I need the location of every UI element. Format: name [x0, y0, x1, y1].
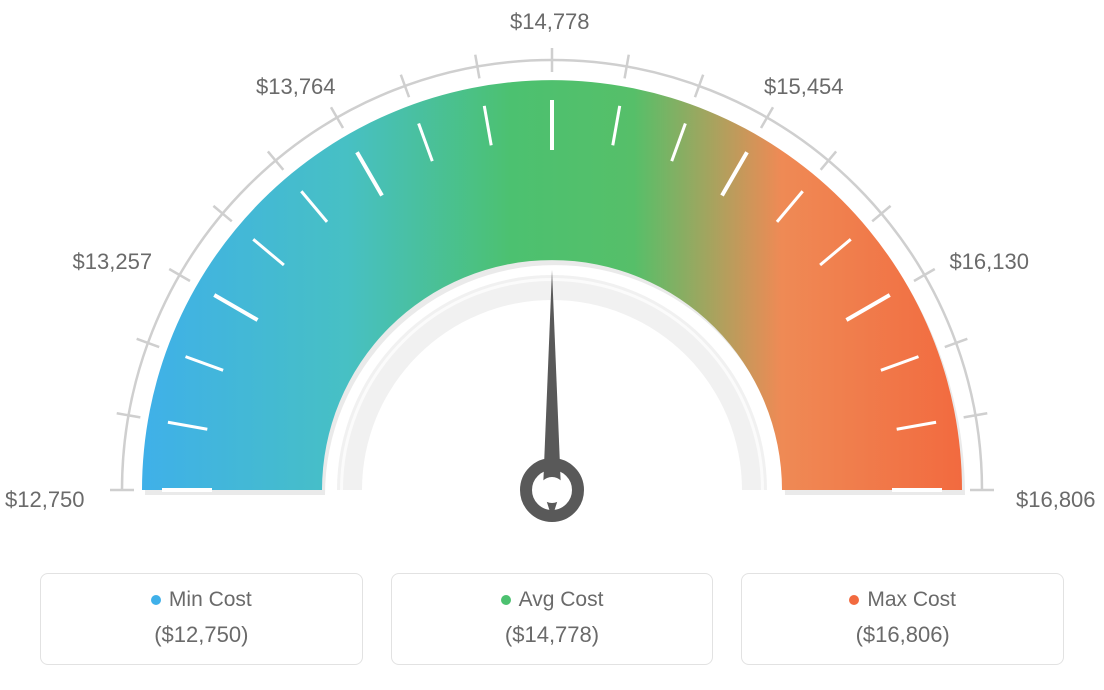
gauge-tick-label: $16,130 [949, 249, 1029, 275]
gauge-tick-label: $15,454 [764, 74, 844, 100]
gauge-tick-label: $13,764 [256, 74, 336, 100]
legend-row: Min Cost ($12,750) Avg Cost ($14,778) Ma… [40, 573, 1064, 665]
legend-value-avg: ($14,778) [402, 622, 703, 648]
legend-top-min: Min Cost [151, 588, 252, 612]
legend-card-min: Min Cost ($12,750) [40, 573, 363, 665]
gauge-tick-label: $14,778 [510, 9, 590, 35]
dot-avg [501, 595, 511, 605]
legend-label-max: Max Cost [867, 588, 956, 612]
dot-max [849, 595, 859, 605]
legend-label-avg: Avg Cost [519, 588, 604, 612]
legend-label-min: Min Cost [169, 588, 252, 612]
legend-card-avg: Avg Cost ($14,778) [391, 573, 714, 665]
legend-top-max: Max Cost [849, 588, 956, 612]
legend-value-min: ($12,750) [51, 622, 352, 648]
legend-value-max: ($16,806) [752, 622, 1053, 648]
legend-card-max: Max Cost ($16,806) [741, 573, 1064, 665]
dot-min [151, 595, 161, 605]
gauge-svg [0, 0, 1104, 560]
gauge-tick-label: $12,750 [5, 487, 85, 513]
gauge-tick-label: $16,806 [1016, 487, 1096, 513]
gauge-tick-label: $13,257 [73, 249, 153, 275]
legend-top-avg: Avg Cost [501, 588, 604, 612]
cost-gauge-widget: $12,750 $13,257 $13,764 $14,778 $15,454 $16,1… [0, 0, 1104, 690]
gauge-chart: $12,750 $13,257 $13,764 $14,778 $15,454 $16,1… [0, 0, 1104, 560]
